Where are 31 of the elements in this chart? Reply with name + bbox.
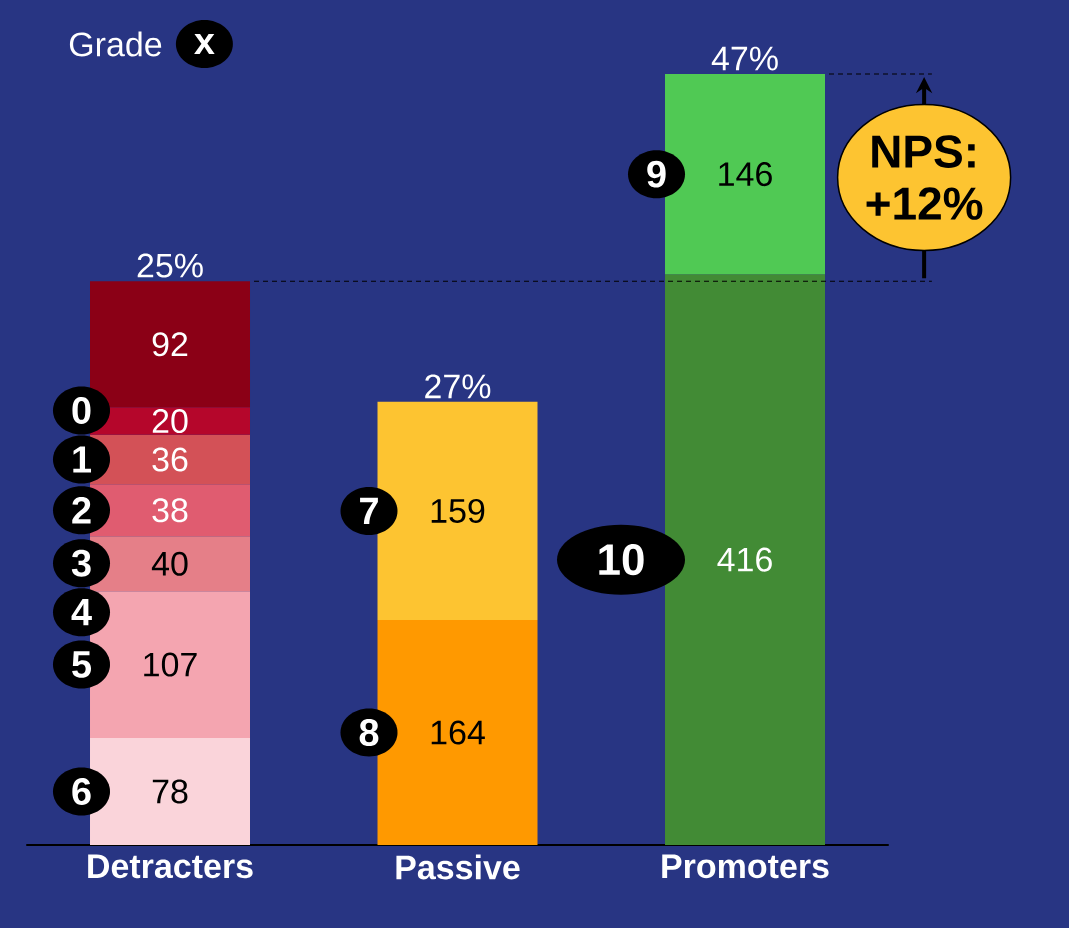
series-label: 3 — [71, 549, 91, 577]
data-label: 40 — [151, 551, 188, 576]
series-label: 6 — [72, 778, 91, 805]
x-tick-label: Passive — [396, 854, 520, 880]
text: Grade — [69, 31, 162, 57]
text: x — [194, 33, 215, 55]
annotation: 25% — [137, 253, 203, 278]
series-label: 2 — [72, 496, 91, 524]
data-label: 146 — [719, 162, 772, 187]
annotation: 47% — [711, 46, 778, 71]
x-tick-label: Promoters — [662, 854, 829, 879]
series-label: 1 — [73, 446, 92, 473]
data-label: 159 — [431, 498, 485, 523]
data-label: 92 — [152, 332, 188, 357]
data-label: 38 — [152, 498, 188, 523]
series-label: 0 — [72, 397, 91, 424]
data-label: 20 — [152, 409, 188, 434]
data-label: 416 — [717, 547, 772, 572]
annotation: 27% — [425, 374, 491, 399]
series-label: 5 — [72, 651, 92, 678]
data-label: 107 — [144, 652, 197, 677]
annotation: NPS: +12% — [866, 135, 983, 220]
text: 4 — [71, 599, 92, 626]
data-label: 36 — [152, 447, 188, 472]
series-label: 8 — [359, 719, 379, 746]
data-label: 164 — [431, 720, 485, 745]
series-label: 7 — [360, 497, 378, 524]
series-label: 10 — [599, 544, 644, 576]
series-label: 9 — [647, 160, 666, 188]
data-label: 78 — [152, 779, 188, 804]
x-tick-label: Detracters — [88, 854, 253, 879]
